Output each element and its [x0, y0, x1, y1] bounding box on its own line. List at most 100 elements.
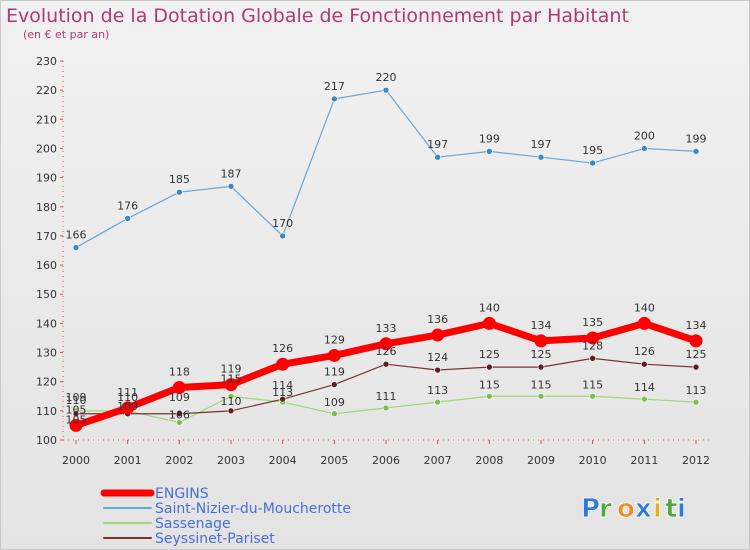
- brand-letter: i: [653, 494, 662, 524]
- data-point-sassenage: [176, 419, 183, 426]
- data-point-seyssinet-pariset: [279, 395, 286, 403]
- brand-letter: o: [617, 494, 635, 524]
- data-label-engins: 133: [376, 322, 397, 335]
- data-point-saint-nizier-du-moucherotte: [72, 244, 80, 251]
- data-point-saint-nizier-du-moucherotte: [589, 159, 596, 167]
- data-point-saint-nizier-du-moucherotte: [176, 188, 183, 196]
- data-label-engins: 135: [582, 316, 603, 329]
- data-point-saint-nizier-du-moucherotte: [382, 86, 390, 94]
- data-point-saint-nizier-du-moucherotte: [331, 95, 338, 103]
- data-point-seyssinet-pariset: [382, 360, 390, 368]
- x-tick-label: 2010: [579, 454, 607, 467]
- data-label-saint-nizier-du-moucherotte: 197: [531, 138, 552, 151]
- data-label-saint-nizier-du-moucherotte: 195: [582, 144, 603, 157]
- y-tick-label: 230: [36, 55, 57, 68]
- data-point-seyssinet-pariset: [589, 355, 596, 362]
- data-label-engins: 134: [686, 319, 707, 332]
- data-label-saint-nizier-du-moucherotte: 217: [324, 80, 345, 93]
- data-point-engins: [379, 337, 393, 351]
- y-tick-label: 170: [36, 230, 57, 243]
- brand-letter: t: [665, 494, 677, 524]
- y-tick-label: 150: [36, 288, 57, 301]
- x-tick-label: 2002: [165, 454, 193, 467]
- data-point-sassenage: [537, 392, 545, 400]
- brand-letter: P: [581, 494, 600, 524]
- data-point-engins: [482, 316, 496, 330]
- data-label-engins: 140: [479, 301, 500, 314]
- data-label-annotation: 125: [531, 348, 552, 361]
- data-point-engins: [689, 334, 703, 348]
- data-point-engins: [121, 401, 135, 415]
- data-label-engins: 134: [531, 319, 552, 332]
- data-point-seyssinet-pariset: [72, 410, 80, 418]
- x-tick-label: 2004: [269, 454, 297, 467]
- x-tick-label: 2012: [682, 454, 710, 467]
- data-label-annotation: 119: [324, 366, 345, 379]
- data-label-annotation: 126: [634, 345, 655, 358]
- data-point-seyssinet-pariset: [537, 363, 545, 371]
- data-point-engins: [172, 381, 186, 395]
- x-tick-label: 2005: [320, 454, 348, 467]
- data-point-sassenage: [434, 398, 441, 406]
- y-tick-label: 130: [36, 347, 57, 360]
- data-point-saint-nizier-du-moucherotte: [641, 145, 648, 152]
- data-labels: 176 185 187 170 217 220 197 199 197 195 200 199 166 1…: [66, 71, 707, 426]
- axes: 100 110 120 130 140 150 160 170 180 190 200 210 220 2…: [36, 55, 710, 467]
- data-label-annotation: 114: [272, 379, 293, 392]
- data-label-annotation: 115: [221, 372, 242, 385]
- data-label-annotation: 126: [376, 345, 397, 358]
- data-label-annotation: 115: [531, 378, 552, 391]
- data-label-saint-nizier-du-moucherotte: 166: [66, 229, 87, 242]
- data-point-engins: [431, 328, 445, 342]
- data-point-saint-nizier-du-moucherotte: [692, 148, 700, 155]
- data-point-engins: [276, 357, 290, 371]
- y-tick-label: 140: [36, 317, 57, 330]
- x-tick-label: 2006: [372, 454, 400, 467]
- brand-letter: x: [635, 494, 652, 524]
- data-label-engins: 119: [221, 363, 242, 376]
- y-tick-label: 120: [36, 376, 57, 389]
- data-point-saint-nizier-du-moucherotte: [434, 153, 441, 161]
- data-label-saint-nizier-du-moucherotte: 176: [117, 199, 138, 212]
- data-point-seyssinet-pariset: [227, 407, 235, 415]
- series-lines: [69, 86, 703, 432]
- data-label-annotation: 109: [66, 391, 87, 404]
- data-label-annotation: 114: [634, 381, 655, 394]
- data-point-saint-nizier-du-moucherotte: [537, 153, 545, 161]
- brand-letter: r: [599, 494, 612, 524]
- data-label-annotation: 109: [169, 391, 190, 404]
- chart-title: Evolution de la Dotation Globale de Fonc…: [6, 5, 629, 27]
- data-label-saint-nizier-du-moucherotte: 170: [272, 217, 293, 230]
- data-label-annotation: 109: [117, 400, 138, 413]
- data-point-seyssinet-pariset: [434, 366, 441, 374]
- x-tick-label: 2001: [114, 454, 142, 467]
- data-point-saint-nizier-du-moucherotte: [227, 183, 235, 190]
- data-label-engins: 136: [427, 313, 448, 326]
- data-point-engins: [534, 334, 548, 348]
- data-point-seyssinet-pariset: [486, 363, 493, 371]
- data-label-engins: 105: [66, 403, 87, 416]
- data-label-saint-nizier-du-moucherotte: 197: [427, 138, 448, 151]
- data-label-annotation: 113: [427, 384, 448, 397]
- data-point-sassenage: [589, 392, 596, 400]
- y-tick-label: 210: [36, 113, 57, 126]
- y-tick-label: 180: [36, 201, 57, 214]
- data-label-saint-nizier-du-moucherotte: 200: [634, 129, 655, 142]
- data-label-annotation: 113: [686, 384, 707, 397]
- data-label-annotation: 110: [66, 394, 87, 407]
- data-label-engins: 126: [272, 342, 293, 355]
- legend-label: Seyssinet-Pariset: [155, 531, 275, 547]
- data-point-saint-nizier-du-moucherotte: [124, 215, 131, 222]
- data-point-sassenage: [641, 395, 648, 403]
- data-label-annotation: 125: [686, 348, 707, 361]
- series-line-saint-nizier-du-moucherotte: [75, 89, 697, 249]
- data-label-saint-nizier-du-moucherotte: 199: [686, 132, 707, 145]
- data-label-annotation: 110: [221, 395, 242, 408]
- data-point-seyssinet-pariset: [641, 360, 648, 368]
- data-label-annotation: 105: [66, 413, 87, 426]
- data-label-annotation: 124: [427, 351, 448, 364]
- legend-label: ENGINS: [155, 486, 209, 502]
- data-label-annotation: 125: [479, 348, 500, 361]
